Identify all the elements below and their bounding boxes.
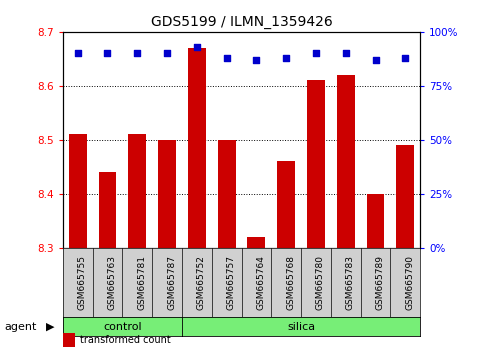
Point (312, 51, 320, 56)
Text: GSM665755: GSM665755 (78, 255, 86, 310)
Text: agent: agent (5, 321, 37, 332)
Bar (188, 48, 206, 248)
Bar (307, 80, 325, 248)
Point (253, 57, 260, 63)
Text: GSM665768: GSM665768 (286, 255, 295, 310)
Text: GSM665789: GSM665789 (376, 255, 384, 310)
Text: GSM665781: GSM665781 (137, 255, 146, 310)
Text: silica: silica (287, 321, 315, 332)
Bar (247, 237, 265, 248)
Point (342, 51, 350, 56)
Bar (128, 135, 146, 248)
Point (401, 55, 409, 61)
Text: control: control (103, 321, 142, 332)
Point (282, 55, 290, 61)
Text: GSM665790: GSM665790 (405, 255, 414, 310)
Text: GSM665757: GSM665757 (227, 255, 236, 310)
Point (74, 51, 82, 56)
Bar (367, 194, 384, 248)
Bar (397, 145, 414, 248)
Text: GSM665752: GSM665752 (197, 255, 206, 310)
Bar (99, 172, 116, 248)
Text: GSM665783: GSM665783 (346, 255, 355, 310)
Text: GSM665763: GSM665763 (108, 255, 116, 310)
Text: ▶: ▶ (46, 321, 55, 332)
Text: transformed count: transformed count (80, 335, 170, 345)
Point (372, 57, 380, 63)
Text: GSM665764: GSM665764 (256, 255, 265, 310)
Point (223, 55, 230, 61)
Title: GDS5199 / ILMN_1359426: GDS5199 / ILMN_1359426 (151, 16, 332, 29)
Point (133, 51, 141, 56)
Point (163, 51, 171, 56)
Bar (69, 135, 86, 248)
Text: GSM665787: GSM665787 (167, 255, 176, 310)
Bar (158, 140, 176, 248)
Bar (277, 161, 295, 248)
Bar (218, 140, 236, 248)
Bar (337, 75, 355, 248)
Point (193, 44, 201, 50)
Point (104, 51, 112, 56)
Text: GSM665780: GSM665780 (316, 255, 325, 310)
